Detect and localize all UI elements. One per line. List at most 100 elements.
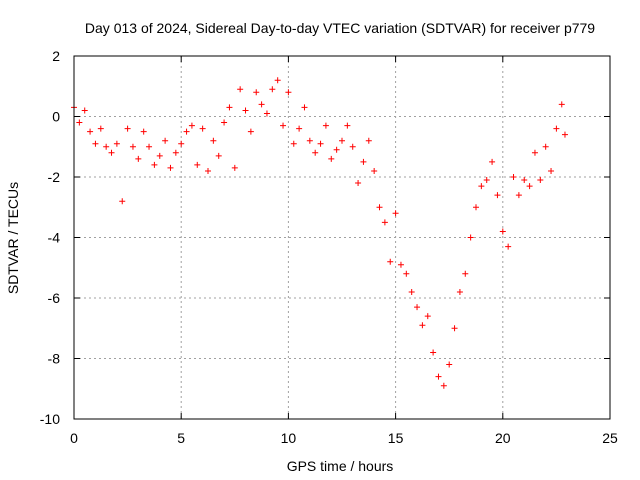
data-point [408, 288, 415, 295]
data-point [140, 128, 147, 135]
x-tick-label: 25 [602, 430, 618, 446]
data-point [290, 140, 297, 147]
data-point [526, 183, 533, 190]
data-point [355, 180, 362, 187]
data-point [210, 137, 217, 144]
data-point [521, 177, 528, 184]
data-point [515, 192, 522, 199]
data-point [558, 101, 565, 108]
data-point [97, 125, 104, 132]
data-point [561, 131, 568, 138]
data-point [392, 210, 399, 217]
data-point [317, 140, 324, 147]
data-point [446, 361, 453, 368]
data-point [440, 382, 447, 389]
data-point [151, 161, 158, 168]
data-point [424, 313, 431, 320]
y-tick-labels: 2 0 -2 -4 -6 -8 -10 [40, 48, 60, 427]
data-point [510, 174, 517, 180]
plot-frame [73, 55, 611, 420]
data-point [403, 270, 410, 277]
data-point [462, 270, 469, 277]
data-point [478, 183, 485, 190]
data-point [339, 137, 345, 144]
data-point [419, 322, 426, 329]
data-point [92, 140, 99, 147]
data-point [103, 143, 110, 150]
data-point [253, 89, 260, 96]
data-point [397, 261, 404, 268]
data-point [76, 119, 83, 126]
data-point [387, 258, 394, 265]
data-point [365, 137, 372, 144]
data-point [381, 219, 388, 226]
x-tick-label: 15 [388, 430, 404, 446]
y-axis-title: SDTVAR / TECUs [5, 182, 21, 294]
data-point [542, 143, 549, 150]
data-point [162, 137, 169, 144]
data-point [505, 243, 512, 250]
data-point [285, 89, 292, 96]
data-point [280, 122, 287, 129]
data-point [430, 349, 437, 356]
data-point [312, 149, 319, 156]
data-point [242, 107, 249, 114]
data-point [183, 128, 190, 135]
data-point [274, 77, 281, 84]
data-point [205, 167, 211, 174]
data-point [113, 140, 120, 147]
x-tick-labels: 0 5 10 15 20 25 [70, 430, 618, 446]
y-tick-label: -2 [48, 169, 61, 185]
data-point [537, 177, 544, 184]
data-point [231, 164, 238, 171]
data-point [221, 119, 228, 126]
y-tick-label: 2 [52, 48, 60, 64]
data-point [435, 373, 442, 380]
data-point [344, 122, 351, 129]
chart-title: Day 013 of 2024, Sidereal Day-to-day VTE… [85, 20, 595, 36]
data-point [301, 104, 308, 111]
data-point [360, 158, 367, 165]
data-point [194, 161, 201, 168]
x-tick-label: 5 [177, 430, 185, 446]
data-point [263, 110, 270, 117]
data-point [499, 228, 506, 235]
y-tick-label: -4 [48, 230, 61, 246]
data-point [296, 125, 303, 132]
data-point [328, 155, 335, 162]
data-point [237, 86, 244, 93]
data-point [483, 177, 490, 184]
data-point [456, 288, 463, 295]
data-point [178, 140, 185, 147]
data-point [473, 204, 479, 211]
data-point [269, 86, 276, 93]
data-point [548, 167, 555, 174]
x-tick-label: 10 [281, 430, 297, 446]
data-point [371, 167, 378, 174]
data-point [414, 304, 421, 311]
data-point [333, 146, 340, 153]
data-point [129, 143, 136, 150]
data-point [553, 125, 560, 132]
data-point [124, 125, 131, 132]
data-point [531, 149, 538, 156]
data-point [376, 204, 383, 211]
data-point [494, 192, 501, 199]
data-points [71, 77, 568, 389]
data-point [146, 143, 153, 150]
data-point [135, 155, 142, 162]
data-point [247, 128, 254, 135]
y-tick-label: -6 [48, 290, 61, 306]
grid [74, 56, 610, 419]
y-tick-label: -8 [48, 351, 61, 367]
data-point [322, 122, 329, 129]
data-point [167, 164, 174, 171]
data-point [156, 152, 163, 159]
data-point [172, 149, 179, 156]
data-point [467, 234, 474, 241]
x-axis-title: GPS time / hours [287, 458, 394, 474]
data-point [258, 101, 265, 108]
y-tick-label: 0 [52, 109, 60, 125]
